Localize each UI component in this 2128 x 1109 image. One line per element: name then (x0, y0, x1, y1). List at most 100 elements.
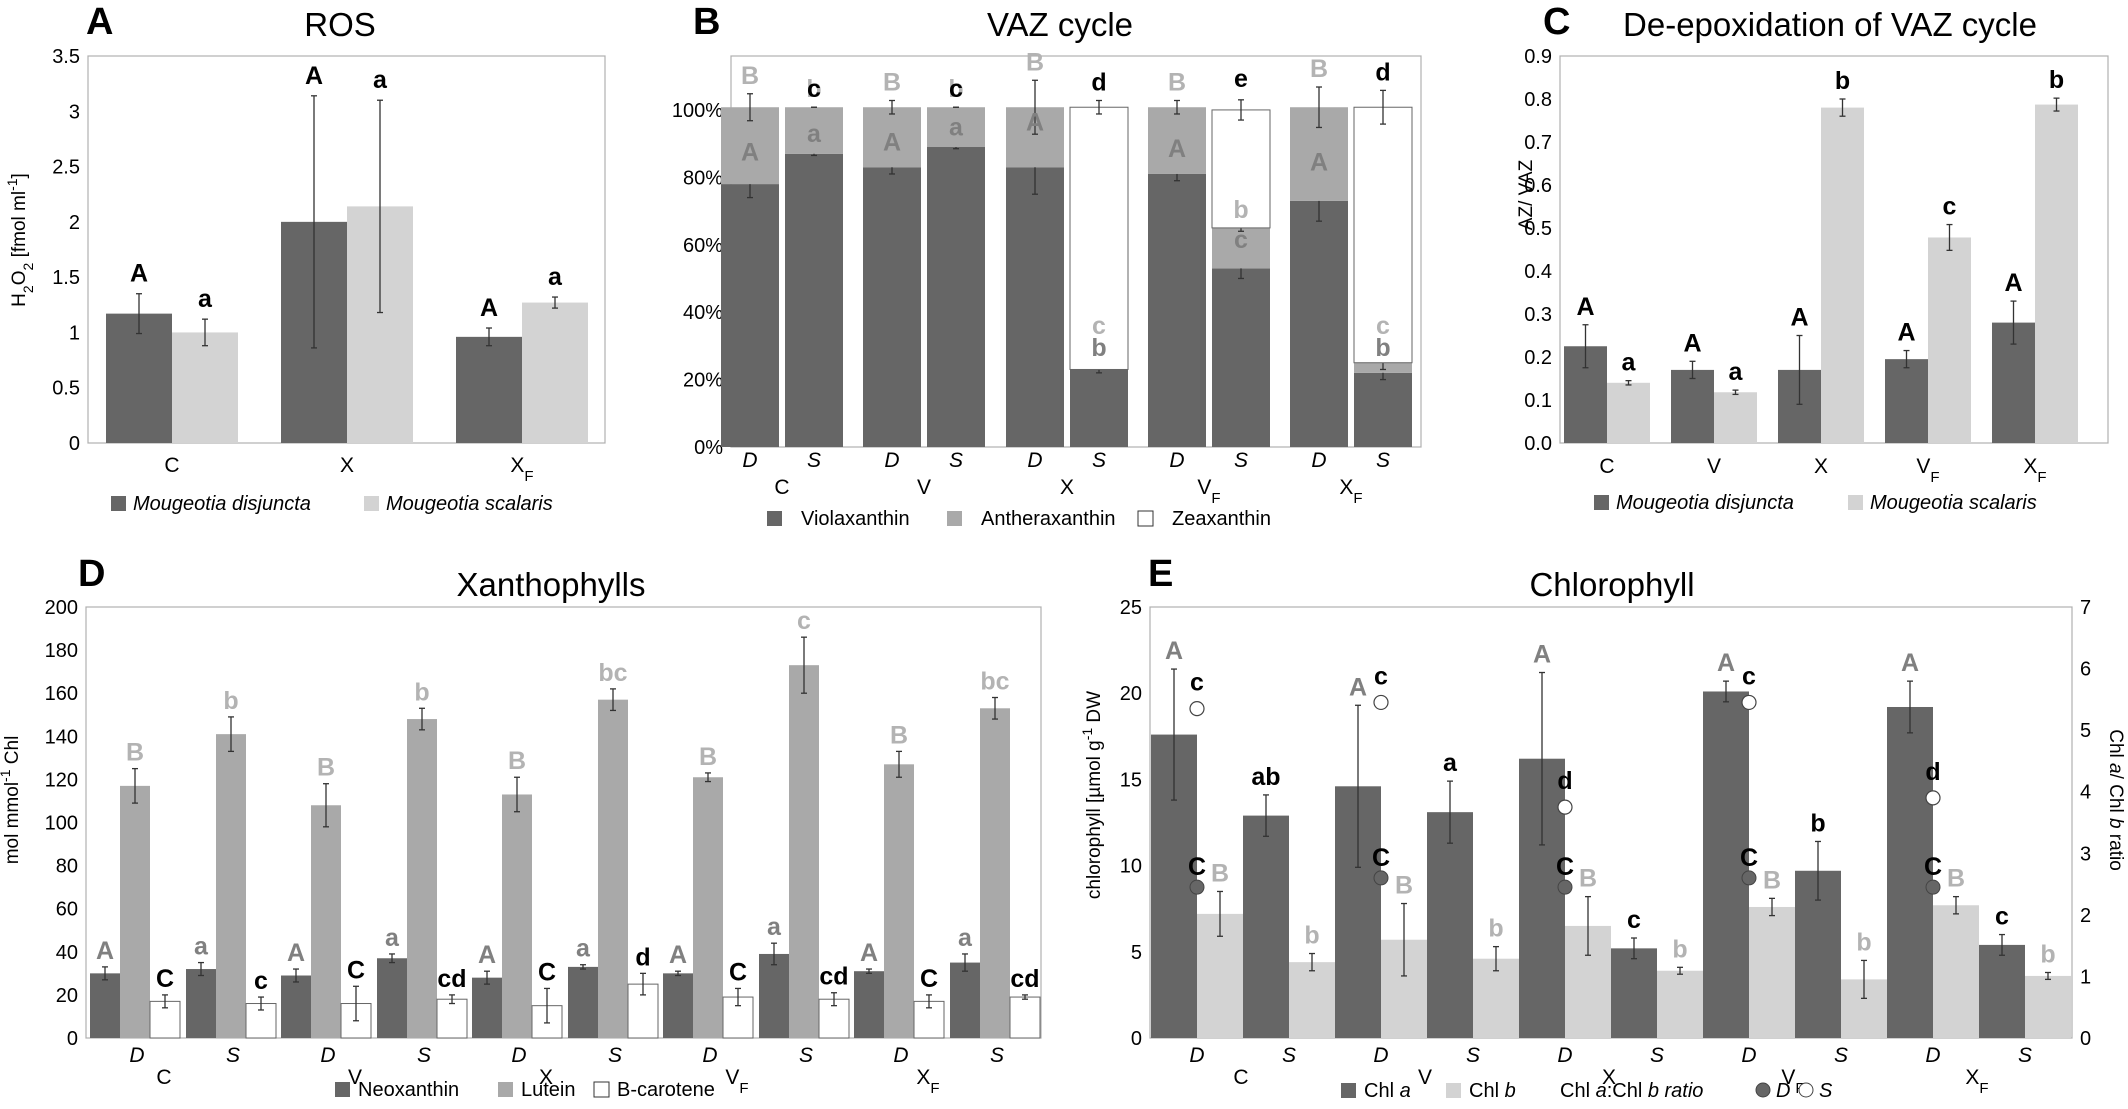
chart-b-sig-letter: B (1026, 48, 1044, 76)
chart-b-sig-letter: c (1092, 312, 1106, 340)
chart-d-ytick: 100 (45, 813, 78, 835)
chart-e-sig-letter: c (1742, 662, 1756, 690)
chart-e-sig-letter: A (1533, 641, 1551, 669)
chart-e-sig-letter: b (1488, 915, 1503, 943)
chart-e-ratio-marker-s (1557, 799, 1573, 815)
chart-d-subgroup-label: S (417, 1044, 431, 1067)
chart-b-bar (1069, 106, 1129, 370)
chart-e-subgroup-label: D (1373, 1044, 1388, 1067)
chart-d-xtick: V (348, 1066, 362, 1089)
chart-c-sig-letter: c (1943, 193, 1957, 221)
chart-b-bar (1290, 200, 1348, 447)
chart-a-ytick: 0.5 (52, 378, 80, 400)
chart-c-bar (1607, 382, 1650, 443)
chart-d-legend-label: Lutein (521, 1079, 576, 1101)
chart-c-sig-letter: A (1790, 304, 1808, 332)
chart-e-sig-letter: A (1165, 637, 1183, 665)
svg-text:AZ/ VAZ: AZ/ VAZ (1516, 159, 1537, 230)
chart-e-ratio-marker-d (1925, 879, 1941, 895)
chart-e-bar-chl-a (1979, 944, 2025, 1038)
chart-c-legend-label: Mougeotia scalaris (1870, 492, 2037, 514)
chart-a-sig-letter: a (198, 285, 213, 313)
chart-d-bar (90, 973, 120, 1038)
chart-d-ytick: 180 (45, 640, 78, 662)
chart-c-legend-swatch (1594, 495, 1609, 510)
chart-d-bar (884, 764, 914, 1038)
chart-d-bar (950, 962, 980, 1038)
chart-d-ytick: 0 (67, 1028, 78, 1050)
chart-b-subgroup-label: S (1376, 449, 1390, 472)
chart-a-legend-label: Mougeotia disjuncta (133, 493, 311, 515)
chart-e-right-ytick: 5 (2080, 720, 2091, 742)
chart-d-bar (663, 973, 693, 1038)
chart-c-sig-letter: A (1576, 293, 1594, 321)
chart-e-sig-letter: C (1740, 844, 1758, 872)
chart-a-ytick: 2.5 (52, 157, 80, 179)
chart-e-legend-swatch (1341, 1083, 1356, 1098)
chart-d-bar (980, 708, 1010, 1038)
chart-b-sig-letter: a (807, 120, 822, 148)
chart-b: 0%20%40%60%80%100%CDABSabcVDABSabcXDABSb… (672, 48, 1422, 530)
chart-e-xtick: XF (1965, 1066, 1988, 1097)
chart-d-sig-letter: cd (1010, 965, 1039, 993)
chart-d-bar (854, 971, 884, 1038)
chart-b-bar (1353, 106, 1413, 364)
chart-b-bar (721, 184, 779, 447)
chart-b-sig-letter: e (1234, 65, 1248, 93)
chart-d-legend-label: B-carotene (617, 1079, 715, 1101)
chart-e-legend-swatch (1446, 1083, 1461, 1098)
chart-d-xtick: XF (916, 1066, 939, 1097)
chart-c: 0.0 0.1 0.2 0.3 0.4 0.5 0.6 0.7 0.8 0.9 C Aa V Aa X Ab V… (1524, 46, 2109, 514)
chart-e-ytick: 10 (1120, 856, 1142, 878)
chart-e-right-ytick: 2 (2080, 905, 2091, 927)
chart-d-sig-letter: a (576, 935, 591, 963)
chart-e-bar-chl-a (1887, 706, 1933, 1038)
chart-e-legend-label: Chl a (1364, 1080, 1411, 1102)
chart-e-ytick: 20 (1120, 683, 1142, 705)
chart-e-sig-letter: b (1672, 935, 1687, 963)
chart-e-ytick: 0 (1131, 1028, 1142, 1050)
chart-b-sig-letter: A (1310, 149, 1328, 177)
chart-a-legend-swatch (364, 496, 379, 511)
chart-b-sig-letter: b (806, 75, 821, 103)
chart-c-bar (1928, 237, 1971, 443)
chart-b-sig-letter: b (1091, 334, 1106, 362)
chart-e-subgroup-label: S (1282, 1044, 1296, 1067)
chart-b-legend-label: Zeaxanthin (1172, 508, 1271, 530)
chart-e-sig-letter: B (1579, 865, 1597, 893)
chart-b-legend-label: Antheraxanthin (981, 508, 1116, 530)
chart-c-ytick: 0.5 (1524, 218, 1552, 240)
chart-e-subgroup-label: S (1834, 1044, 1848, 1067)
chart-b-sig-letter: b (1375, 334, 1390, 362)
chart-e-sig-letter: c (1374, 662, 1388, 690)
chart-c-xtick: V (1707, 455, 1721, 478)
chart-d-sig-letter: B (890, 721, 908, 749)
chart-d-sig-letter: C (538, 958, 556, 986)
chart-b-sig-letter: b (1233, 196, 1248, 224)
chart-a-sig-letter: a (548, 263, 563, 291)
chart-d-bar (407, 719, 437, 1038)
chart-a-sig-letter: A (480, 294, 498, 322)
chart-b-bar (1212, 227, 1270, 269)
chart-c-legend-swatch (1848, 495, 1863, 510)
chart-e-sig-letter: a (1443, 749, 1458, 777)
chart-c-bar (1821, 107, 1864, 443)
chart-a-legend-label: Mougeotia scalaris (386, 493, 553, 515)
chart-c-sig-letter: A (2004, 269, 2022, 297)
chart-c-ytick: 0.3 (1524, 304, 1552, 326)
chart-e-ratio-marker-d (1557, 879, 1573, 895)
chart-b-sig-letter: B (1168, 68, 1186, 96)
chart-c-bar (1714, 392, 1757, 443)
chart-e-ratio-marker-s (1925, 790, 1941, 806)
chart-e-sig-letter: B (1395, 872, 1413, 900)
chart-b-sig-letter: B (1310, 55, 1328, 83)
chart-d-sig-letter: bc (980, 668, 1009, 696)
panel-letter-b: B (693, 1, 720, 43)
chart-e-bar-chl-b (2025, 975, 2071, 1038)
chart-d-bar (502, 794, 532, 1038)
chart-d-subgroup-label: D (511, 1044, 526, 1067)
panel-e-title: Chlorophyll (1529, 566, 1694, 603)
chart-d-xtick: X (539, 1066, 553, 1089)
chart-c-ytick: 0.9 (1524, 46, 1552, 68)
